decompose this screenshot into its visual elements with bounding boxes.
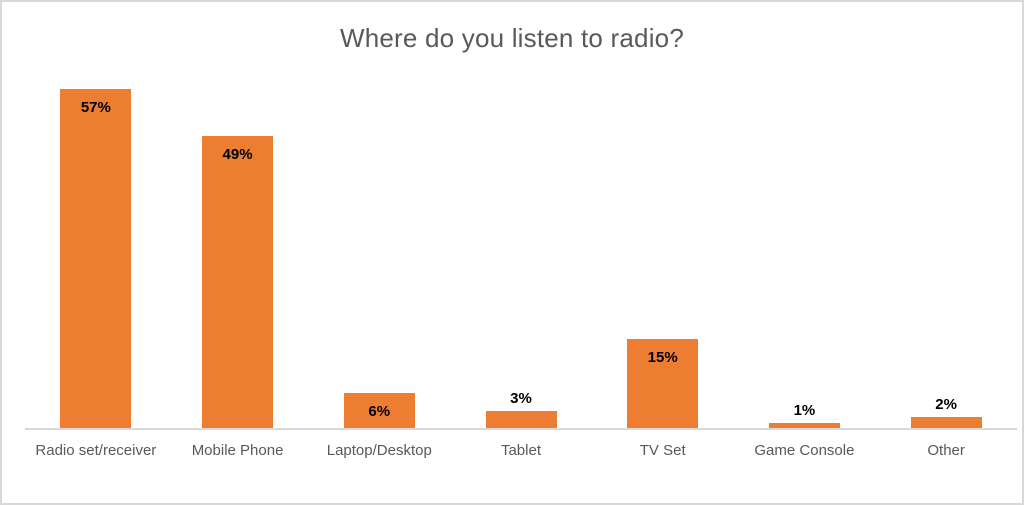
x-axis-label-5: TV Set [639,442,686,459]
x-axis-label-1: Radio set/receiver [35,442,157,459]
bar-7 [910,417,982,429]
x-axis-label-2: Mobile Phone [191,442,284,459]
bar-4 [485,411,557,429]
data-label-6: 1% [793,402,816,420]
bar-3 [343,393,415,429]
x-axis-label-7: Other [927,442,965,459]
bar-2 [202,136,274,429]
data-label-4: 3% [510,390,532,408]
chart-title: Where do you listen to radio? [340,23,684,53]
x-axis-label-3: Laptop/Desktop [326,442,432,459]
data-label-2: 49% [222,146,253,164]
data-label-7: 2% [935,396,957,414]
bar-5 [627,339,699,429]
bar-6 [768,423,840,429]
data-label-1: 57% [80,98,111,116]
data-label-5: 15% [647,349,678,367]
x-axis-label-4: Tablet [500,442,541,459]
data-label-3: 6% [368,403,391,421]
x-axis-line [25,428,1017,430]
bar-1 [60,88,132,429]
x-axis-label-6: Game Console [754,442,855,459]
